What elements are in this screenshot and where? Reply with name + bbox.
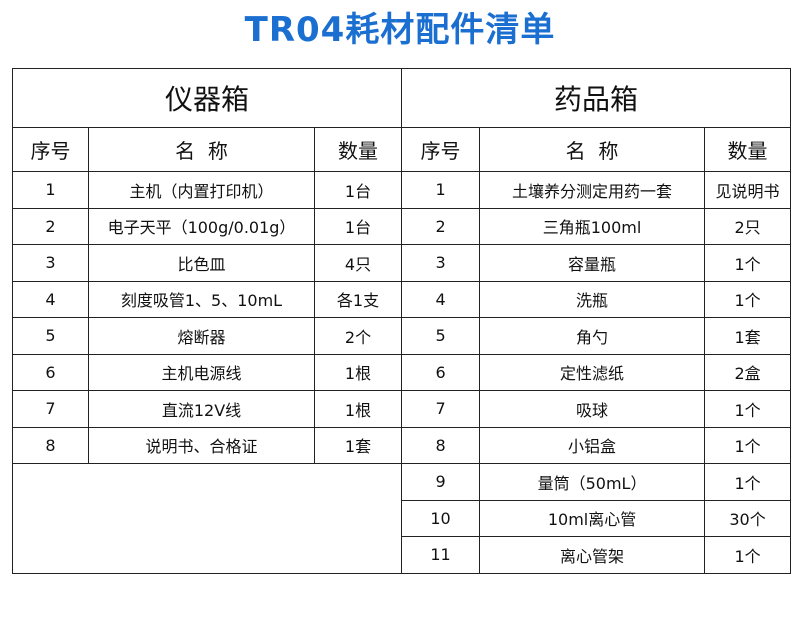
instrument-item-name: 熔断器 (88, 317, 315, 355)
instrument-box-heading: 仪器箱 (11, 68, 403, 128)
reagent-item-index: 4 (401, 280, 481, 318)
instrument-item-index: 4 (12, 280, 89, 318)
reagent-item-name: 10ml离心管 (479, 499, 706, 537)
instrument-item-quantity: 1台 (313, 207, 403, 245)
reagent-item-index: 9 (401, 463, 481, 501)
table-row: 1 主机（内置打印机） 1台 1 土壤养分测定用药一套 见说明书 (12, 171, 792, 209)
instrument-item-name: 比色皿 (88, 244, 315, 282)
reagent-item-index: 3 (401, 244, 481, 282)
reagent-item-quantity: 1个 (704, 426, 792, 464)
instrument-item-name: 刻度吸管1、5、10mL (88, 280, 315, 318)
reagent-item-name: 量筒（50mL） (479, 463, 706, 501)
reagent-item-index: 8 (401, 426, 481, 464)
reagent-item-quantity: 见说明书 (704, 171, 792, 209)
instrument-item-index: 2 (12, 207, 89, 245)
reagent-item-quantity: 2盒 (704, 353, 792, 391)
reagent-item-name: 角勺 (479, 317, 706, 355)
reagent-item-quantity: 30个 (704, 499, 792, 537)
table-row: 11 离心管架 1个 (13, 536, 792, 574)
reagent-item-index: 11 (401, 536, 481, 574)
instrument-item-index: 5 (12, 317, 89, 355)
reagent-item-name: 三角瓶100ml (479, 207, 706, 245)
reagent-item-quantity: 2只 (704, 207, 792, 245)
reagent-item-index: 7 (401, 390, 481, 428)
table-row: 4 刻度吸管1、5、10mL 各1支 4 洗瓶 1个 (12, 280, 792, 318)
instrument-item-quantity: 2个 (313, 317, 403, 355)
reagent-item-name: 土壤养分测定用药一套 (479, 171, 706, 209)
reagent-item-name: 定性滤纸 (479, 353, 706, 391)
reagent-item-name: 吸球 (479, 390, 706, 428)
page-title: TR04耗材配件清单 (244, 10, 556, 50)
table-row: 3 比色皿 4只 3 容量瓶 1个 (12, 244, 792, 282)
col-header-name: 名 称 (479, 127, 706, 172)
reagent-item-name: 洗瓶 (479, 280, 706, 318)
col-header-index: 序号 (401, 127, 481, 172)
reagent-item-quantity: 1个 (704, 463, 792, 501)
instrument-item-name: 电子天平（100g/0.01g） (88, 207, 315, 245)
table-row: 7 直流12V线 1根 7 吸球 1个 (12, 390, 792, 428)
reagent-item-quantity: 1个 (704, 536, 792, 574)
instrument-item-quantity: 1根 (313, 353, 403, 391)
instrument-item-name: 直流12V线 (88, 390, 315, 428)
reagent-item-quantity: 1套 (704, 317, 792, 355)
instrument-item-name: 主机电源线 (88, 353, 315, 391)
reagent-item-index: 2 (401, 207, 481, 245)
table-row: 8 说明书、合格证 1套 8 小铝盒 1个 (12, 426, 792, 464)
empty-cell (11, 463, 403, 574)
reagent-item-quantity: 1个 (704, 244, 792, 282)
instrument-item-quantity: 4只 (313, 244, 403, 282)
instrument-item-index: 6 (12, 353, 89, 391)
reagent-item-name: 小铝盒 (479, 426, 706, 464)
instrument-item-quantity: 1根 (313, 390, 403, 428)
instrument-item-index: 8 (12, 426, 89, 464)
reagent-item-index: 5 (401, 317, 481, 355)
reagent-item-name: 容量瓶 (479, 244, 706, 282)
table-row: 2 电子天平（100g/0.01g） 1台 2 三角瓶100ml 2只 (12, 207, 792, 245)
reagent-item-quantity: 1个 (704, 280, 792, 318)
col-header-name: 名 称 (88, 127, 315, 172)
table-row: 9 量筒（50mL） 1个 (11, 463, 792, 574)
instrument-item-index: 3 (12, 244, 89, 282)
table-row: 6 主机电源线 1根 6 定性滤纸 2盒 (12, 353, 792, 391)
instrument-item-quantity: 1台 (313, 171, 403, 209)
col-header-quantity: 数量 (313, 127, 403, 172)
instrument-item-index: 1 (12, 171, 89, 209)
parts-list-table: 仪器箱 药品箱 序号 名 称 数量 序号 名 称 数量 1 主机（内置打印机） 1台… (11, 68, 792, 574)
table-row: 10 10ml离心管 30个 (13, 499, 792, 537)
instrument-item-quantity: 1套 (313, 426, 403, 464)
instrument-item-name: 主机（内置打印机） (88, 171, 315, 209)
reagent-item-quantity: 1个 (704, 390, 792, 428)
instrument-item-index: 7 (12, 390, 89, 428)
col-header-index: 序号 (12, 127, 89, 172)
reagent-item-name: 离心管架 (479, 536, 706, 574)
reagent-item-index: 1 (401, 171, 481, 209)
reagent-item-index: 10 (401, 499, 481, 537)
instrument-item-name: 说明书、合格证 (88, 426, 315, 464)
reagent-box-heading: 药品箱 (401, 68, 792, 128)
instrument-item-quantity: 各1支 (313, 280, 403, 318)
reagent-item-index: 6 (401, 353, 481, 391)
col-header-quantity: 数量 (704, 127, 792, 172)
table-row: 5 熔断器 2个 5 角勺 1套 (12, 317, 792, 355)
